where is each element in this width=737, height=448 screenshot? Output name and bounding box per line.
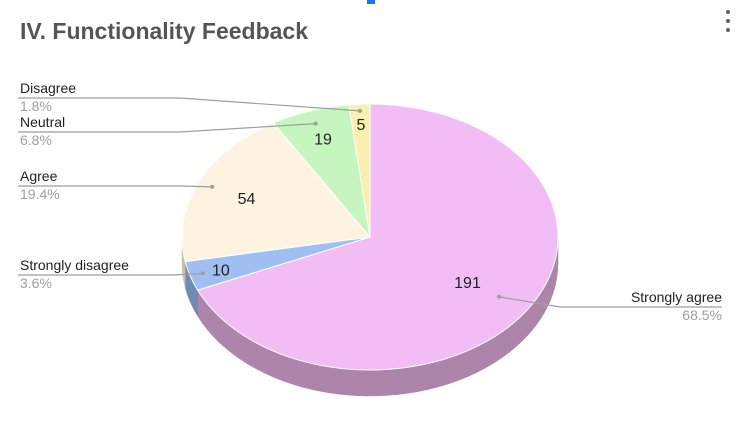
- callout-label: Agree: [20, 168, 58, 184]
- callout-label: Neutral: [20, 114, 65, 130]
- callout-leader-line: [18, 272, 203, 276]
- pie-slices: [181, 103, 559, 371]
- callout-anchor-dot: [497, 294, 501, 299]
- slice-value-label: 54: [238, 191, 256, 208]
- callout-strongly-disagree: Strongly disagree 3.6%: [18, 257, 205, 291]
- callout-anchor-dot: [357, 108, 362, 113]
- callout-percent: 3.6%: [20, 275, 52, 291]
- callout-leader-line: [498, 296, 722, 308]
- callout-percent: 6.8%: [20, 132, 52, 148]
- slice-value-label: 5: [357, 117, 366, 134]
- callout-agree: Agree 19.4%: [18, 168, 215, 202]
- top-accent-bar: [367, 0, 375, 4]
- callout-leader-line: [18, 97, 360, 112]
- callout-label: Strongly agree: [631, 289, 722, 305]
- callout-neutral: Neutral 6.8%: [18, 114, 318, 148]
- more-options-button[interactable]: [720, 8, 736, 34]
- slice-values: 191 10 54 19 5: [212, 117, 481, 292]
- slice-agree[interactable]: [181, 122, 371, 263]
- callout-disagree: Disagree 1.8%: [18, 80, 362, 114]
- chart-title: IV. Functionality Feedback: [20, 18, 309, 44]
- callouts: Strongly agree 68.5% Strongly disagree 3.6%…: [18, 80, 722, 323]
- callout-label: Strongly disagree: [20, 257, 129, 273]
- callout-percent: 19.4%: [20, 186, 60, 202]
- callout-label: Disagree: [20, 80, 76, 96]
- callout-anchor-dot: [210, 184, 215, 189]
- slice-value-label: 10: [212, 263, 230, 280]
- callout-anchor-dot: [313, 121, 318, 126]
- callout-leader-line: [18, 123, 316, 133]
- menu-dot: [726, 28, 730, 32]
- callout-strongly-agree: Strongly agree 68.5%: [497, 289, 722, 323]
- callout-percent: 68.5%: [682, 307, 722, 323]
- callout-anchor-dot: [200, 271, 205, 276]
- more-vertical-icon: [726, 10, 730, 14]
- slice-disagree[interactable]: [348, 103, 371, 238]
- menu-dot: [726, 19, 730, 23]
- callout-percent: 1.8%: [20, 98, 52, 114]
- slice-value-label: 19: [314, 132, 332, 149]
- slice-strongly-agree[interactable]: [196, 103, 559, 371]
- callout-leader-line: [18, 185, 213, 188]
- slice-value-label: 191: [454, 275, 481, 292]
